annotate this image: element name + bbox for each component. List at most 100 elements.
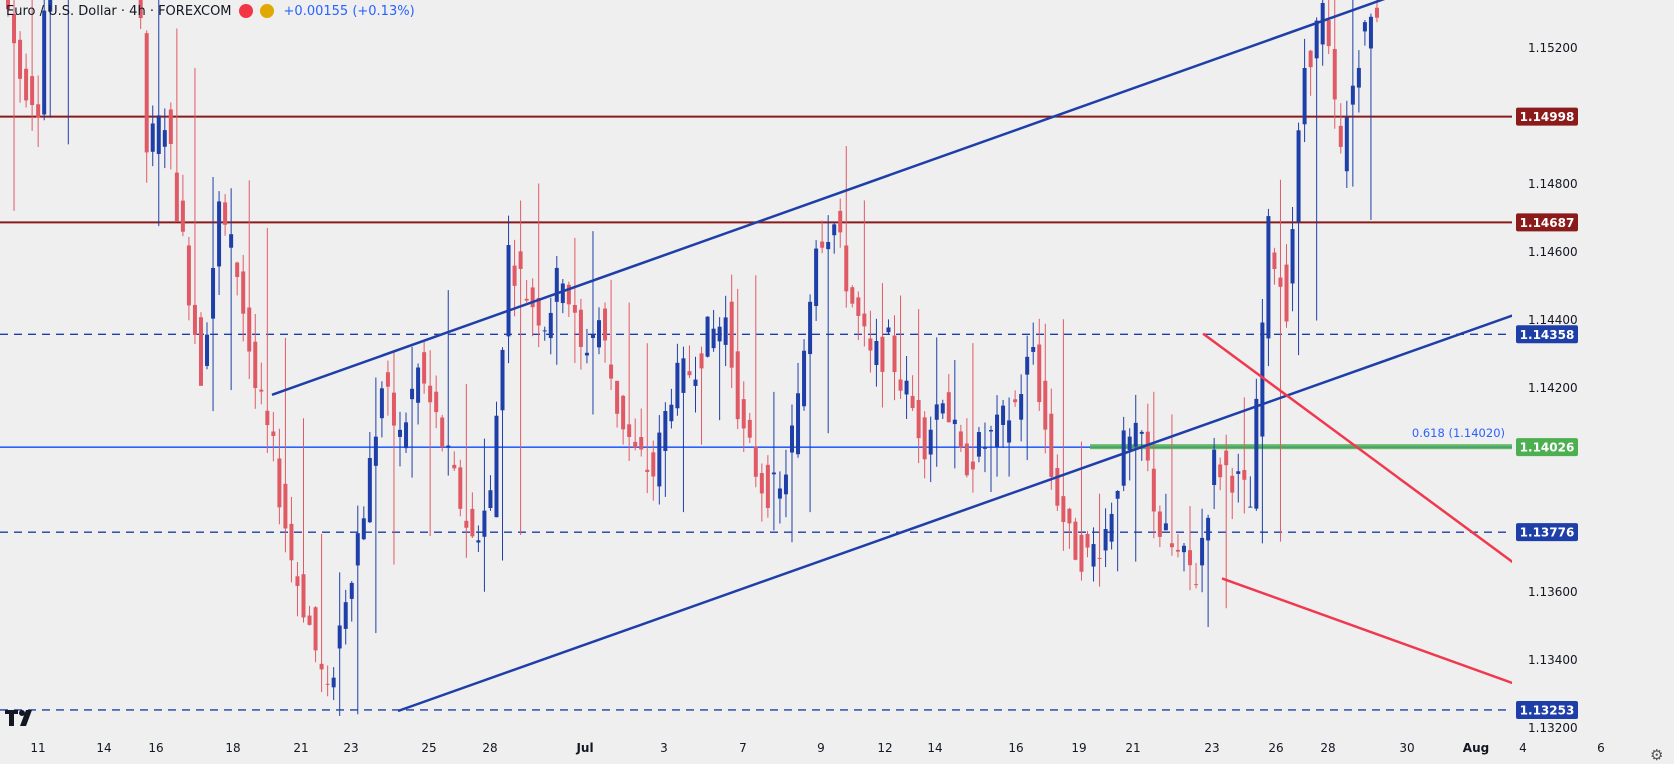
candle-body (452, 464, 457, 469)
x-tick-label: 16 (148, 741, 163, 755)
candle-body (1338, 125, 1343, 147)
candle-body (277, 458, 282, 508)
price-level-label-box (1516, 700, 1578, 719)
candle-body (530, 287, 535, 308)
candle-body (337, 625, 342, 649)
candle-body (373, 436, 378, 466)
candle-body (633, 441, 638, 448)
candle-body (422, 352, 427, 384)
x-tick-label: 26 (1268, 741, 1283, 755)
price-level-label: 1.13776 (1520, 526, 1575, 540)
x-tick-label: 6 (1597, 741, 1605, 755)
fib-annotation: 0.618 (1.14020) (1412, 426, 1505, 440)
price-level-label: 1.14687 (1520, 216, 1575, 230)
candle-body (560, 283, 565, 304)
candle-body (554, 267, 559, 302)
candle-body (12, 14, 17, 44)
candle-body (904, 380, 909, 395)
candle-body (1356, 67, 1361, 88)
candle-body (349, 582, 354, 599)
price-change: +0.00155 (+0.13%) (283, 3, 415, 19)
candle-body (385, 372, 390, 387)
candle-body (687, 371, 692, 376)
candle-body (391, 392, 396, 426)
candle-body (1368, 16, 1373, 49)
x-tick-label: 11 (30, 741, 45, 755)
candle-body (524, 298, 529, 301)
price-level-label: 1.13253 (1520, 703, 1575, 717)
trendline-channel-top[interactable] (271, 0, 1600, 396)
price-level-label: 1.14026 (1520, 441, 1575, 455)
candle-body (1061, 496, 1066, 523)
candle-body (1127, 436, 1132, 451)
candle-body (1019, 394, 1024, 420)
candle-body (410, 388, 415, 400)
candle-body (1284, 264, 1289, 322)
candle-body (765, 464, 770, 509)
candle-body (295, 576, 300, 587)
candle-body (1332, 48, 1337, 100)
candle-body (500, 349, 505, 411)
y-tick-label: 1.14200 (1528, 381, 1578, 395)
candle-body (192, 304, 197, 335)
candle-body (313, 607, 318, 651)
candle-body (814, 248, 819, 307)
x-tick-label: 16 (1008, 741, 1023, 755)
candle-body (1091, 544, 1096, 567)
candle-body (518, 251, 523, 269)
tradingview-logo-icon[interactable] (5, 710, 39, 728)
candle-body (42, 10, 47, 115)
candle-body (259, 389, 264, 392)
x-tick-label: 9 (817, 741, 825, 755)
candle-body (162, 130, 167, 147)
candle-body (970, 461, 975, 470)
chart-settings-icon[interactable]: ⚙ (1650, 746, 1664, 764)
candle-body (982, 447, 987, 449)
candle-body (615, 380, 620, 414)
candle-body (621, 395, 626, 430)
candle-body (1230, 475, 1235, 493)
candle-body (48, 0, 53, 12)
candle-body (464, 520, 469, 528)
candle-body (1115, 490, 1120, 499)
candles (6, 0, 1379, 716)
candle-body (205, 334, 210, 366)
candle-body (440, 417, 445, 448)
candle-body (1218, 464, 1223, 478)
candle-body (645, 469, 650, 472)
candle-body (820, 241, 825, 248)
candle-body (416, 367, 421, 403)
candle-body (627, 424, 632, 437)
price-axis[interactable] (1512, 0, 1674, 764)
candle-body (1254, 398, 1259, 509)
candle-body (235, 262, 240, 277)
candle-body (705, 316, 710, 357)
symbol-title: Euro / U.S. Dollar · 4h · FOREXCOM (6, 3, 232, 19)
candle-body (1188, 550, 1193, 566)
candle-body (379, 388, 384, 419)
candle-body (229, 234, 234, 248)
candle-body (1139, 431, 1144, 434)
candle-body (470, 508, 475, 537)
candle-body (1181, 545, 1186, 553)
candle-body (940, 403, 945, 414)
candle-body (880, 336, 885, 372)
candle-body (856, 297, 861, 316)
candle-body (1308, 50, 1313, 68)
y-tick-label: 1.13200 (1528, 721, 1578, 735)
candle-body (663, 411, 668, 451)
candle-body (964, 443, 969, 476)
time-axis[interactable] (0, 732, 1674, 764)
candle-body (886, 327, 891, 333)
candle-body (910, 395, 915, 409)
trendline-channel-bottom[interactable] (397, 288, 1587, 713)
y-tick-label: 1.13600 (1528, 585, 1578, 599)
x-tick-label: 21 (293, 741, 308, 755)
candle-body (1097, 557, 1102, 559)
candle-body (1157, 511, 1162, 537)
candle-body (168, 109, 173, 144)
candle-body (669, 404, 674, 422)
candle-body (1314, 20, 1319, 59)
candle-body (759, 473, 764, 494)
